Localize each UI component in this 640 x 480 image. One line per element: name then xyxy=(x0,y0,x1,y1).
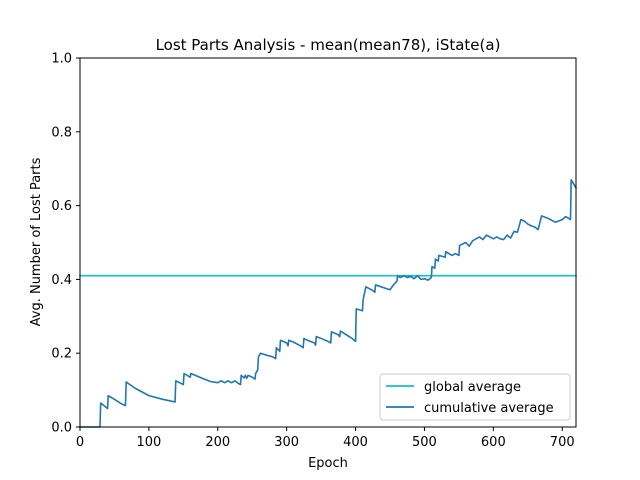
x-tick-label: 100 xyxy=(136,435,161,450)
x-tick-label: 0 xyxy=(76,435,84,450)
y-tick-label: 0.4 xyxy=(51,273,72,288)
x-tick-label: 300 xyxy=(274,435,299,450)
y-tick-label: 0.6 xyxy=(51,199,72,214)
axes-layer: 0 100 200 300 400 500 600 700 0.0 0.2 0.4 0.6 0.8 1.0 xyxy=(51,52,577,450)
legend: global average cumulative average xyxy=(379,373,571,421)
legend-entry: cumulative average xyxy=(424,401,554,416)
legend-entry: global average xyxy=(424,380,521,395)
y-tick-label: 0.2 xyxy=(51,347,72,362)
x-tick-label: 500 xyxy=(412,435,437,450)
y-tick-label: 1.0 xyxy=(51,52,72,67)
x-tick-label: 700 xyxy=(550,435,575,450)
y-axis-label: Avg. Number of Lost Parts xyxy=(29,157,44,326)
x-tick-label: 600 xyxy=(481,435,506,450)
series-line-cumulative-average xyxy=(79,178,578,428)
plot-layer xyxy=(79,178,578,428)
x-tick-label: 400 xyxy=(343,435,368,450)
y-tick-label: 0.0 xyxy=(51,421,72,436)
plot-frame xyxy=(79,57,577,428)
x-tick-label: 200 xyxy=(205,435,230,450)
chart-title: Lost Parts Analysis - mean(mean78), iSta… xyxy=(156,36,501,54)
legend-box xyxy=(379,373,571,421)
y-tick-label: 0.8 xyxy=(51,125,72,140)
x-axis-label: Epoch xyxy=(308,456,348,471)
